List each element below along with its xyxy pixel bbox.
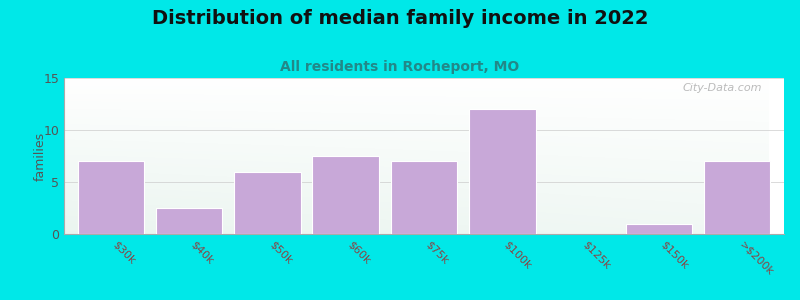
Text: Distribution of median family income in 2022: Distribution of median family income in … [152, 9, 648, 28]
Bar [78, 161, 144, 234]
Bar [469, 109, 535, 234]
Text: City-Data.com: City-Data.com [683, 83, 762, 93]
Bar [156, 208, 222, 234]
Bar [313, 156, 379, 234]
Text: All residents in Rocheport, MO: All residents in Rocheport, MO [280, 60, 520, 74]
Bar [626, 224, 692, 234]
Bar [704, 161, 770, 234]
Bar [390, 161, 458, 234]
Y-axis label: families: families [34, 131, 47, 181]
Bar [234, 172, 301, 234]
